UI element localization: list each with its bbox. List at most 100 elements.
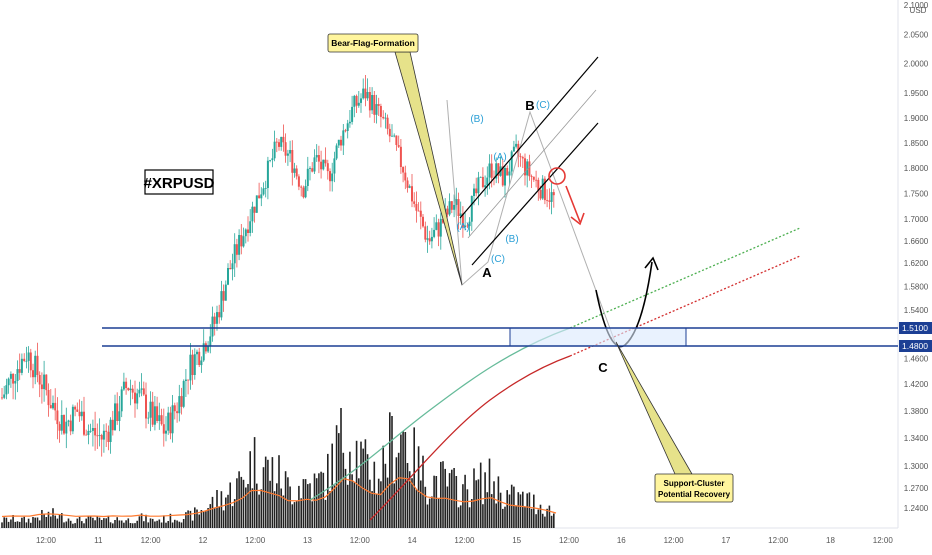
candle-body	[191, 354, 194, 375]
candle-body	[284, 142, 287, 156]
candle-body	[360, 98, 362, 103]
volume-bar	[389, 412, 391, 528]
candle-body	[266, 160, 269, 188]
candle-body	[402, 166, 405, 173]
sub-wave-label: (A)	[493, 152, 506, 163]
candle-body	[528, 161, 531, 177]
candle-body	[5, 385, 8, 395]
candle-body	[69, 420, 72, 432]
volume-bar	[249, 451, 251, 528]
candle-body	[326, 163, 329, 172]
volume-bar	[493, 481, 495, 528]
candle-body	[247, 229, 249, 233]
sub-wave-label: (C)	[536, 100, 550, 111]
volume-bar	[145, 514, 147, 528]
candle-body	[83, 411, 85, 435]
support-zone[interactable]	[509, 327, 687, 347]
candle-body	[264, 188, 267, 189]
volume-bar	[364, 439, 367, 528]
volume-bar	[384, 463, 387, 528]
volume-bar	[78, 516, 81, 528]
candle-body	[224, 284, 227, 301]
candle-body	[324, 159, 327, 164]
candle-body	[495, 163, 498, 179]
candle-body	[182, 381, 185, 407]
candle-body	[377, 104, 380, 106]
candle-body	[366, 92, 369, 99]
volume-bar	[417, 446, 420, 528]
time-tick-label: 12:00	[141, 536, 162, 545]
time-tick-label: 12:00	[873, 536, 894, 545]
volume-bar	[245, 487, 247, 528]
candle-body	[384, 117, 387, 119]
candle-body	[89, 430, 92, 432]
volume-bar	[533, 494, 535, 528]
volume-bar	[43, 513, 45, 528]
volume-bar	[202, 512, 205, 528]
candle-body	[27, 352, 30, 361]
price-tick-label: 1.6600	[904, 237, 929, 246]
volume-bar	[27, 518, 30, 528]
candle-body	[426, 238, 429, 240]
volume-bar	[276, 483, 278, 528]
volume-bar	[112, 523, 114, 528]
candle-body	[351, 106, 354, 122]
volume-bar	[253, 437, 256, 528]
candle-body	[98, 435, 101, 436]
volume-bar	[16, 521, 19, 528]
candle-body	[220, 291, 223, 318]
volume-bar	[541, 513, 544, 528]
volume-bar	[5, 517, 8, 528]
candle-body	[539, 190, 542, 199]
candle-body	[160, 415, 163, 425]
candle-body	[481, 176, 484, 188]
candle-body	[222, 291, 225, 301]
candle-body	[153, 406, 156, 425]
volume-bar	[324, 499, 327, 528]
volume-bar	[393, 483, 395, 528]
volume-bar	[74, 523, 76, 528]
volume-bar	[14, 521, 17, 528]
volume-bar	[41, 510, 43, 528]
channel-lower-line	[471, 122, 599, 266]
volume-bar	[131, 523, 134, 528]
price-tick-label: 1.7500	[904, 190, 929, 199]
candle-body	[58, 424, 61, 431]
candle-body	[100, 435, 103, 440]
volume-bar	[1, 522, 3, 528]
candle-body	[300, 186, 303, 188]
volume-bar	[89, 515, 92, 528]
volume-bar	[151, 518, 154, 528]
volume-bar	[468, 507, 471, 528]
volume-bar	[98, 517, 101, 528]
volume-bar	[342, 452, 345, 528]
volume-bar	[140, 513, 143, 528]
volume-bar	[435, 476, 438, 528]
time-tick-label: 12:00	[245, 536, 266, 545]
candle-body	[169, 412, 172, 434]
volume-bar	[225, 497, 227, 528]
candle-body	[29, 352, 32, 371]
volume-bar	[318, 473, 320, 528]
candle-body	[393, 135, 396, 137]
candle-body	[439, 218, 442, 237]
bear-flag-label: Bear-Flag-Formation	[331, 38, 415, 48]
sub-wave-label: (B)	[505, 234, 518, 245]
volume-bar	[295, 500, 298, 528]
candle-body	[399, 146, 402, 167]
candle-body	[7, 378, 10, 386]
volume-bar	[382, 445, 384, 528]
recovery-arrow-head	[644, 256, 659, 271]
volume-bar	[194, 507, 196, 528]
volume-bar	[442, 461, 444, 528]
volume-bar	[54, 515, 56, 528]
volume-bar	[116, 517, 118, 528]
candle-body	[211, 316, 214, 337]
volume-bar	[242, 479, 245, 528]
time-tick-label: 15	[512, 536, 521, 545]
volume-bar	[220, 491, 223, 528]
candle-body	[320, 161, 323, 170]
candle-body	[424, 226, 427, 240]
candle-body	[355, 95, 358, 106]
